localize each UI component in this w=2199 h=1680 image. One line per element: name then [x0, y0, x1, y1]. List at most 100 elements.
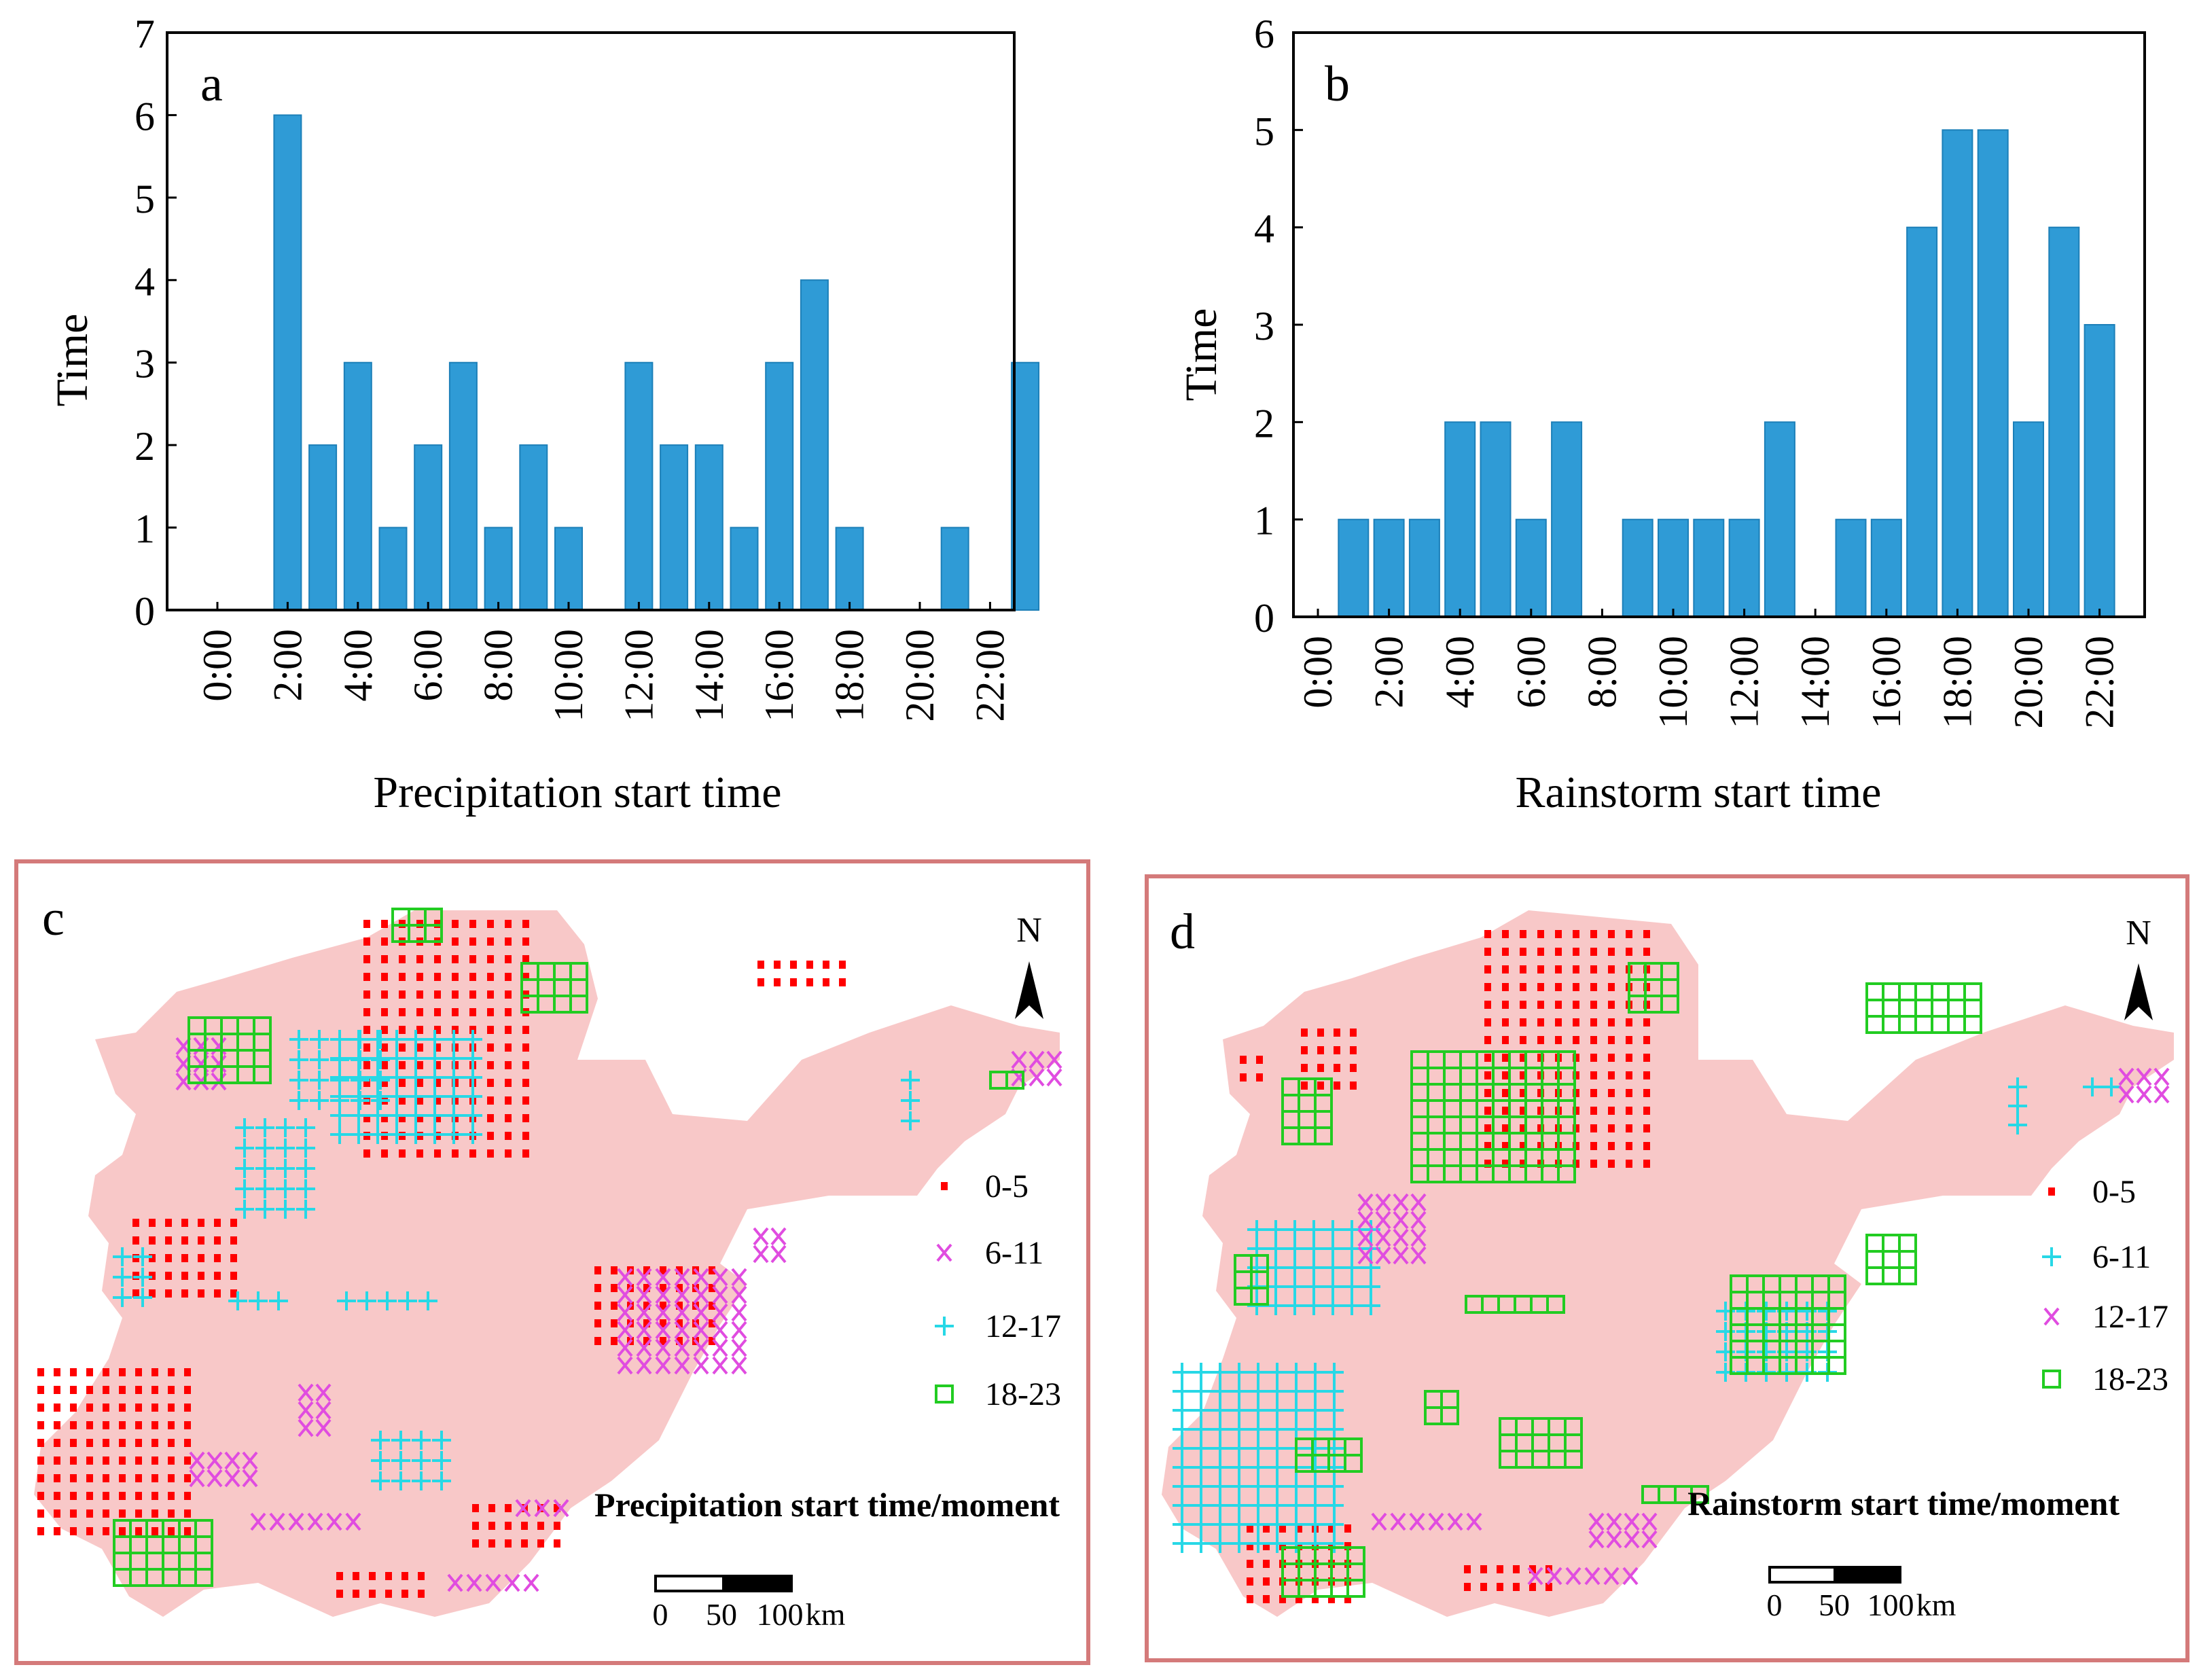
chart-a-bar-12 — [624, 361, 654, 611]
chart-b-xtick-7: 14:00 — [1793, 636, 1838, 729]
chart-a-bar-2 — [273, 114, 302, 611]
map-d-legend-item-2: 12-17 — [2043, 1299, 2168, 1335]
chart-a-xtick-4: 8:00 — [476, 629, 521, 702]
chart-b-ytick-5: 5 — [1254, 109, 1274, 154]
map-c-scale-unit: km — [806, 1597, 846, 1632]
map-c-legend-label-2: 12-17 — [985, 1308, 1061, 1344]
map-c-markers — [37, 908, 1062, 1598]
chart-b-x-ticks: 0:00 2:00 4:00 6:00 8:00 10:00 12:00 14:00 16:00… — [1295, 609, 2122, 729]
chart-a-xtick-11: 22:00 — [967, 629, 1012, 722]
map-c-north-arrow-icon — [1015, 961, 1043, 1019]
map-d-legend: 0-5 6-11 12-17 18-23 — [2042, 1174, 2168, 1397]
map-c-legend-label-3: 18-23 — [985, 1376, 1061, 1412]
chart-a-bar-9 — [519, 444, 548, 611]
map-d-legend-label-0: 0-5 — [2092, 1174, 2136, 1210]
map-d-legend-item-1: 6-11 — [2042, 1239, 2151, 1275]
map-c-legend-label-1: 6-11 — [985, 1235, 1043, 1271]
chart-b-bar-7 — [1551, 421, 1583, 618]
chart-a-ytick-3: 3 — [135, 342, 155, 387]
chart-a-bar-18 — [835, 526, 864, 611]
map-c-legend: 0-5 6-11 12-17 18-23 — [935, 1168, 1061, 1412]
chart-b-bar-12 — [1728, 518, 1760, 618]
chart-b-bar-6 — [1515, 518, 1547, 618]
chart-a-bar-15 — [730, 526, 759, 611]
map-d-scale-bar: 0 50 100 km — [1767, 1566, 1956, 1622]
map-c-legend-item-2: 12-17 — [935, 1308, 1061, 1344]
chart-a-xtick-6: 12:00 — [616, 629, 661, 722]
chart-b-ytick-1: 1 — [1254, 499, 1274, 543]
chart-a-bar-5 — [378, 526, 408, 611]
chart-b-bar-20 — [2013, 421, 2044, 618]
chart-b-bar-21 — [2048, 226, 2080, 618]
map-d-scale-50: 50 — [1819, 1588, 1850, 1622]
chart-b-bar-15 — [1835, 518, 1867, 618]
chart-a-xtick-9: 18:00 — [827, 629, 872, 722]
chart-a-bar-16 — [765, 361, 794, 611]
map-d-north-arrow-icon — [2124, 963, 2153, 1020]
chart-b-y-ticks: 0 1 2 3 4 5 6 — [1254, 12, 1303, 641]
map-c-scale-0: 0 — [653, 1597, 668, 1632]
chart-b-bar-1 — [1338, 518, 1370, 618]
chart-b-xtick-8: 16:00 — [1864, 636, 1909, 729]
chart-a-bar-4 — [343, 361, 372, 611]
chart-a-xtick-1: 2:00 — [265, 629, 310, 702]
map-d-title: Rainstorm start time/moment — [1687, 1484, 2120, 1522]
chart-a-x-axis-title: Precipitation start time — [373, 768, 781, 817]
chart-b-xtick-2: 4:00 — [1437, 636, 1482, 709]
chart-b-xtick-6: 12:00 — [1722, 636, 1767, 729]
chart-b-ytick-6: 6 — [1254, 12, 1274, 56]
chart-a-y-ticks: 0 1 2 3 4 5 6 7 — [135, 12, 177, 634]
chart-b-x-axis-title: Rainstorm start time — [1516, 768, 1882, 817]
chart-a-ytick-1: 1 — [135, 507, 155, 552]
chart-a-bar-23 — [1011, 361, 1040, 611]
map-d-panel-letter: d — [1170, 904, 1195, 960]
chart-a-bar-3 — [308, 444, 338, 611]
chart-a-ytick-4: 4 — [135, 259, 155, 304]
chart-a-x-ticks: 0:00 2:00 4:00 6:00 8:00 10:00 12:00 14:00 16:00… — [195, 602, 1012, 722]
chart-b-xtick-9: 18:00 — [1935, 636, 1980, 729]
chart-b-bar-11 — [1693, 518, 1725, 618]
map-c-region — [34, 910, 1060, 1617]
chart-b-xtick-3: 6:00 — [1509, 636, 1554, 709]
chart-a-xtick-8: 16:00 — [757, 629, 802, 722]
map-d: d N 0-5 6-11 12-17 18-23 Rainstorm start ti… — [1145, 874, 2189, 1662]
chart-b-bar-22 — [2084, 324, 2115, 618]
chart-a-ytick-0: 0 — [135, 589, 155, 634]
map-d-markers — [1173, 930, 2170, 1603]
map-d-scale-100: 100 — [1867, 1588, 1914, 1622]
map-c-scale-bar: 0 50 100 km — [653, 1575, 846, 1632]
chart-a-y-axis-title: Time — [48, 314, 97, 407]
chart-a-bar-6 — [414, 444, 443, 611]
chart-a-xtick-0: 0:00 — [195, 629, 240, 702]
chart-a-xtick-2: 4:00 — [336, 629, 380, 702]
chart-b-bar-9 — [1622, 518, 1653, 618]
chart-a-xtick-7: 14:00 — [687, 629, 732, 722]
map-c-legend-item-1: 6-11 — [936, 1235, 1043, 1271]
chart-a-bar-21 — [940, 526, 969, 611]
chart-a-bar-7 — [448, 361, 478, 611]
chart-b-xtick-4: 8:00 — [1579, 636, 1624, 709]
map-c-scale-50: 50 — [706, 1597, 737, 1632]
chart-b-bar-19 — [1977, 129, 2009, 618]
chart-a-panel-letter: a — [200, 56, 223, 112]
chart-b-xtick-1: 2:00 — [1367, 636, 1412, 709]
chart-a-bar-13 — [660, 444, 689, 611]
map-c-legend-item-3: 18-23 — [935, 1376, 1061, 1412]
chart-b: 0 1 2 3 4 5 6 0:00 2:00 4:00 6:00 8:00 10:00 12:00 14… — [1177, 12, 2146, 817]
chart-b-xtick-10: 20:00 — [2006, 636, 2051, 729]
chart-a-frame — [166, 31, 1016, 611]
chart-b-bar-4 — [1444, 421, 1476, 618]
map-d-legend-item-0: 0-5 — [2048, 1174, 2136, 1210]
chart-a-ytick-5: 5 — [135, 177, 155, 221]
map-d-legend-label-2: 12-17 — [2092, 1299, 2168, 1335]
map-c-legend-item-0: 0-5 — [941, 1168, 1029, 1204]
chart-b-bar-3 — [1408, 518, 1440, 618]
map-c-panel-letter: c — [42, 891, 65, 946]
map-d-scale-unit: km — [1916, 1588, 1956, 1622]
map-d-legend-item-3: 18-23 — [2042, 1361, 2168, 1397]
chart-a-xtick-3: 6:00 — [406, 629, 450, 702]
map-d-legend-label-3: 18-23 — [2092, 1361, 2168, 1397]
chart-a-bar-17 — [800, 279, 829, 611]
map-d-north-label: N — [2126, 914, 2151, 952]
